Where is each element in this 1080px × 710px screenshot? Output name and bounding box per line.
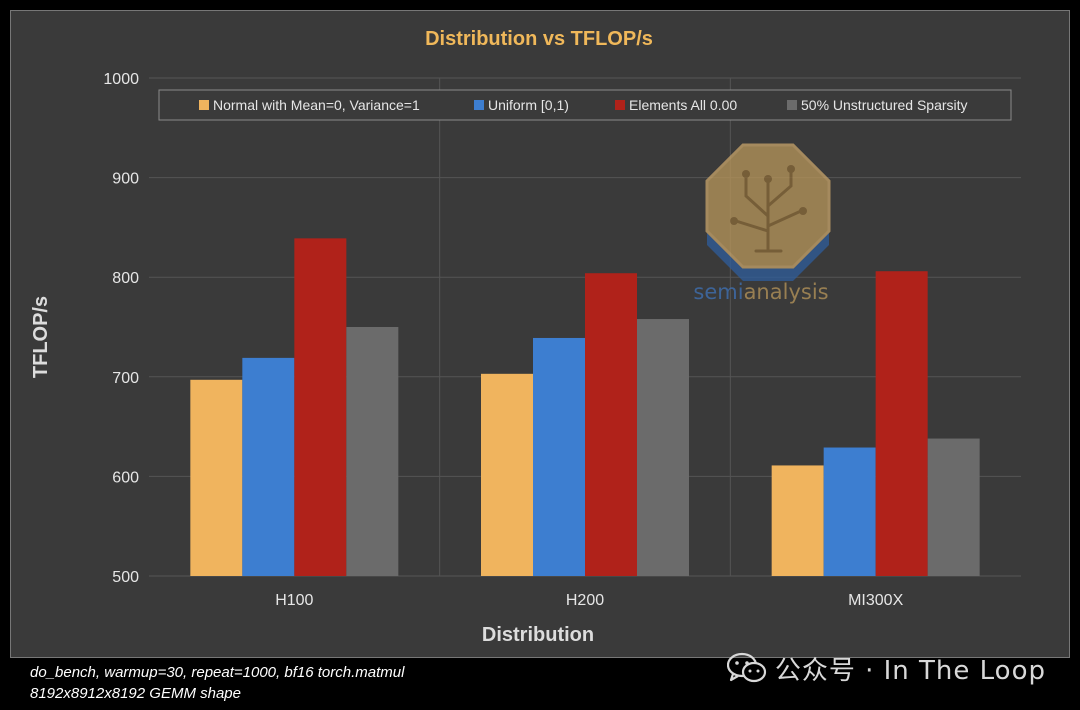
legend: Normal with Mean=0, Variance=1 Uniform [0… xyxy=(158,89,1012,121)
watermark-text-semi: semi xyxy=(693,280,743,304)
bar-mi300x-series-1 xyxy=(771,465,824,576)
legend-item: Normal with Mean=0, Variance=1 xyxy=(199,97,420,113)
legend-item: Uniform [0,1) xyxy=(474,97,569,113)
chart-frame: Distribution vs TFLOP/s xyxy=(10,10,1070,658)
legend-label: Uniform [0,1) xyxy=(488,97,569,113)
bar-h100-series-4 xyxy=(346,327,399,576)
bar-h100-series-2 xyxy=(242,357,295,576)
bar-mi300x-series-2 xyxy=(823,447,876,576)
footnote: do_bench, warmup=30, repeat=1000, bf16 t… xyxy=(30,662,404,704)
bar-h200-series-1 xyxy=(481,373,533,576)
legend-swatch xyxy=(199,100,209,110)
category-label: H200 xyxy=(566,592,604,609)
semianalysis-watermark: semianalysis xyxy=(693,143,831,304)
legend-item: 50% Unstructured Sparsity xyxy=(787,97,968,113)
legend-swatch xyxy=(787,100,797,110)
legend-label: 50% Unstructured Sparsity xyxy=(801,97,968,113)
bar-h200-series-2 xyxy=(533,337,585,576)
legend-label: Elements All 0.00 xyxy=(629,97,737,113)
y-tick-labels: 500 600 700 800 900 1000 xyxy=(103,71,139,586)
y-tick-label: 800 xyxy=(112,270,139,287)
bar-h200-series-4 xyxy=(637,319,689,576)
bar-h200-series-3 xyxy=(585,273,637,576)
legend-box xyxy=(158,89,1012,121)
tree-circuit-icon xyxy=(705,143,831,281)
watermark-text-analysis: analysis xyxy=(744,280,829,304)
bar-h100-series-3 xyxy=(294,238,347,576)
bar-chart: Distribution vs TFLOP/s xyxy=(30,28,1021,646)
footnote-line-1: do_bench, warmup=30, repeat=1000, bf16 t… xyxy=(30,664,405,681)
legend-label: Normal with Mean=0, Variance=1 xyxy=(213,97,420,113)
bars xyxy=(190,238,980,576)
bar-mi300x-series-3 xyxy=(875,271,928,576)
chart-title: Distribution vs TFLOP/s xyxy=(425,28,653,50)
legend-swatch xyxy=(615,100,625,110)
bar-h100-series-1 xyxy=(190,379,243,576)
category-label: H100 xyxy=(275,592,313,609)
svg-text:semianalysis: semianalysis xyxy=(693,280,828,304)
category-labels: H100 H200 MI300X xyxy=(275,592,903,609)
x-axis-title: Distribution xyxy=(482,624,594,646)
wechat-account-tag: 公众号 · In The Loop xyxy=(726,648,1046,688)
y-tick-label: 1000 xyxy=(103,71,139,88)
wechat-account-name: 公众号 · In The Loop xyxy=(774,655,1046,686)
bar-mi300x-series-4 xyxy=(927,438,980,576)
y-tick-label: 900 xyxy=(112,171,139,188)
y-tick-label: 600 xyxy=(112,469,139,486)
category-label: MI300X xyxy=(848,592,903,609)
footnote-line-2: 8192x8912x8192 GEMM shape xyxy=(30,685,241,702)
legend-item: Elements All 0.00 xyxy=(615,97,737,113)
y-axis-title: TFLOP/s xyxy=(30,296,52,378)
wechat-icon xyxy=(726,652,766,683)
legend-swatch xyxy=(474,100,484,110)
y-tick-label: 500 xyxy=(112,569,139,586)
y-tick-label: 700 xyxy=(112,370,139,387)
